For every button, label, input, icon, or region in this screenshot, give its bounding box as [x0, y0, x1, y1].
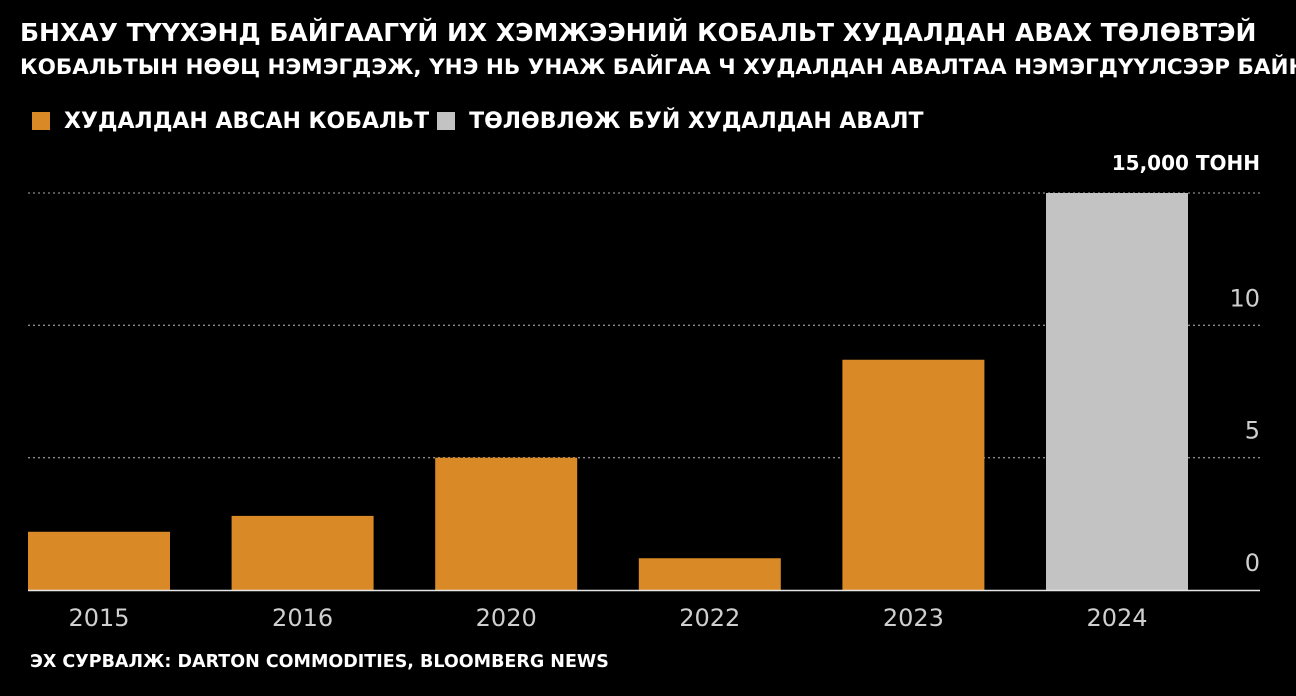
- bar-2023: [842, 359, 985, 590]
- legend-label-purchased: ХУДАЛДАН АВСАН КОБАЛЬТ: [64, 108, 430, 134]
- x-tick-label: 2015: [68, 604, 129, 632]
- x-tick-label: 2023: [883, 604, 944, 632]
- legend-label-planned: ТӨЛӨВЛӨЖ БУЙ ХУДАЛДАН АВАЛТ: [469, 108, 924, 134]
- legend-item-planned: ТӨЛӨВЛӨЖ БУЙ ХУДАЛДАН АВАЛТ: [437, 108, 924, 134]
- source-note: ЭХ СУРВАЛЖ: DARTON COMMODITIES, BLOOMBER…: [30, 652, 609, 672]
- y-tick-label: 5: [1245, 417, 1260, 445]
- legend-item-purchased: ХУДАЛДАН АВСАН КОБАЛЬТ: [32, 109, 429, 134]
- x-tick-label: 2024: [1086, 604, 1147, 632]
- bar-2015: [28, 531, 170, 590]
- chart-title: БНХАУ ТҮҮХЭНД БАЙГААГҮЙ ИХ ХЭМЖЭЭНИЙ КОБ…: [20, 18, 1257, 47]
- bar-2024: [1046, 193, 1188, 590]
- y-tick-label: 15,000 ТОНН: [1112, 151, 1260, 175]
- bar-2022: [638, 558, 781, 590]
- chart-legend: ХУДАЛДАН АВСАН КОБАЛЬТ ТӨЛӨВЛӨЖ БУЙ ХУДА…: [32, 106, 924, 136]
- chart-subtitle: КОБАЛЬТЫН НӨӨЦ НЭМЭГДЭЖ, ҮНЭ НЬ УНАЖ БАЙ…: [20, 55, 1296, 80]
- bar-2020: [435, 457, 578, 590]
- x-tick-label: 2022: [679, 604, 740, 632]
- legend-swatch-purchased: [32, 112, 50, 130]
- legend-swatch-planned: [437, 112, 456, 130]
- x-tick-label: 2020: [476, 604, 537, 632]
- x-tick-label: 2016: [272, 604, 333, 632]
- y-tick-label: 0: [1245, 549, 1260, 577]
- y-tick-label: 10: [1229, 284, 1260, 312]
- bar-2016: [231, 515, 374, 590]
